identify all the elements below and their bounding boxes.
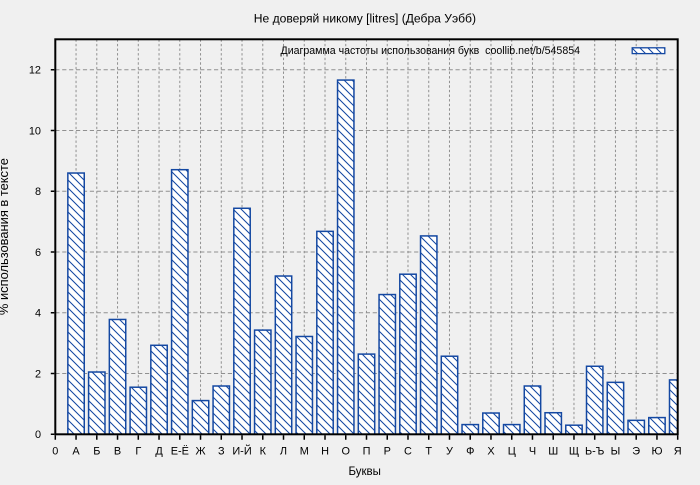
svg-text:0: 0	[35, 429, 41, 441]
svg-text:Т: Т	[425, 446, 432, 458]
svg-text:Е-Ё: Е-Ё	[171, 446, 189, 458]
svg-text:0: 0	[52, 446, 58, 458]
svg-text:Ч: Ч	[529, 446, 536, 458]
svg-text:Ю: Ю	[651, 446, 662, 458]
svg-text:4: 4	[35, 308, 41, 320]
svg-text:В: В	[114, 446, 121, 458]
svg-text:Р: Р	[384, 446, 391, 458]
svg-text:Э: Э	[632, 446, 640, 458]
svg-text:Щ: Щ	[569, 446, 579, 458]
svg-text:Д: Д	[155, 446, 163, 458]
svg-text:6: 6	[35, 247, 41, 259]
svg-text:Ж: Ж	[195, 446, 205, 458]
svg-text:Х: Х	[487, 446, 495, 458]
svg-text:Л: Л	[280, 446, 287, 458]
svg-text:Буквы: Буквы	[348, 466, 380, 478]
svg-text:Ы: Ы	[611, 446, 621, 458]
svg-text:Диаграмма частоты использовани: Диаграмма частоты использования букв coo…	[281, 45, 581, 57]
svg-text:8: 8	[35, 186, 41, 198]
svg-text:Не доверяй никому [litres] (Де: Не доверяй никому [litres] (Дебра Уэбб)	[254, 11, 476, 25]
svg-text:10: 10	[29, 125, 41, 137]
svg-text:З: З	[218, 446, 225, 458]
svg-text:2: 2	[35, 368, 41, 380]
svg-text:К: К	[260, 446, 267, 458]
svg-text:Г: Г	[135, 446, 141, 458]
svg-text:Я: Я	[674, 446, 682, 458]
svg-text:А: А	[72, 446, 80, 458]
svg-text:Б: Б	[93, 446, 100, 458]
svg-text:% использования в тексте: % использования в тексте	[0, 158, 11, 315]
svg-text:У: У	[446, 446, 453, 458]
svg-text:М: М	[300, 446, 309, 458]
svg-text:С: С	[404, 446, 412, 458]
svg-text:Ф: Ф	[466, 446, 474, 458]
svg-text:Ш: Ш	[548, 446, 558, 458]
svg-text:Ц: Ц	[508, 446, 516, 458]
svg-text:Ь-Ъ: Ь-Ъ	[585, 446, 605, 458]
svg-text:Н: Н	[321, 446, 329, 458]
svg-text:12: 12	[29, 65, 41, 77]
svg-text:О: О	[342, 446, 350, 458]
svg-text:И-Й: И-Й	[232, 445, 251, 458]
svg-text:П: П	[363, 446, 371, 458]
